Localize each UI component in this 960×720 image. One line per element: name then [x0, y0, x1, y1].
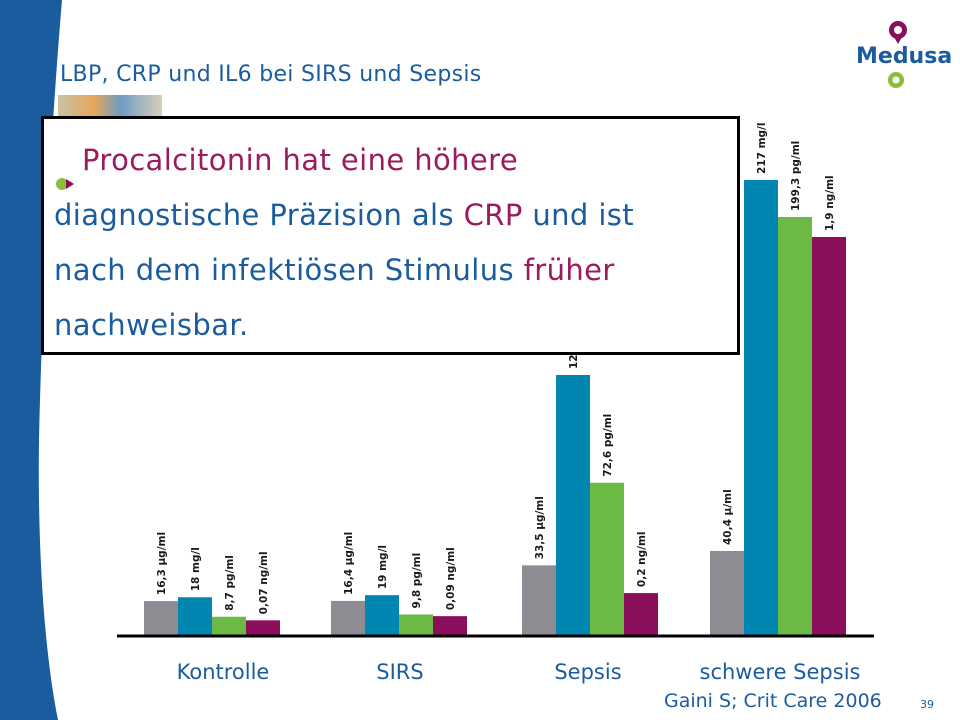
slide-title: LBP, CRP und IL6 bei SIRS und Sepsis	[60, 62, 482, 87]
data-label-s4-sirs: 0,09 ng/ml	[445, 547, 457, 610]
category-label-sirs: SIRS	[376, 660, 424, 684]
callout-frueher: früher	[523, 253, 615, 287]
callout-line-3: nach dem infektiösen Stimulus	[54, 253, 524, 287]
page-number: 39	[920, 698, 934, 711]
bar-s3-sepsis	[590, 482, 624, 635]
data-label-s4-kontrolle: 0,07 ng/ml	[258, 551, 270, 614]
data-label-s1-kontrolle: 16,3 µg/ml	[156, 532, 168, 595]
category-label-schwere-sepsis: schwere Sepsis	[699, 660, 861, 684]
bar-s1-kontrolle	[144, 601, 178, 635]
header-photo-strip	[58, 95, 162, 120]
callout-line-1: Procalcitonin hat eine höhere	[82, 143, 519, 177]
bar-s1-sirs	[331, 600, 365, 635]
logo-wordmark: Medusa	[856, 44, 953, 69]
data-label-s3-sirs: 9,8 pg/ml	[411, 553, 423, 609]
data-label-s1-schwere-sepsis: 40,4 µ/ml	[722, 489, 734, 545]
bar-s3-sirs	[399, 614, 433, 635]
bar-s2-kontrolle	[178, 597, 212, 635]
bar-s3-schwere-sepsis	[778, 217, 812, 635]
callout-line-4: nachweisbar.	[54, 308, 249, 342]
callout-box: Procalcitonin hat eine höhere diagnostis…	[41, 116, 740, 355]
callout-line-2b: und ist	[522, 198, 635, 232]
category-label-sepsis: Sepsis	[554, 660, 622, 684]
data-label-s1-sepsis: 33,5 µg/ml	[534, 496, 546, 559]
bullet-icon	[54, 155, 82, 190]
bar-s2-sirs	[365, 595, 399, 635]
bar-s2-schwere-sepsis	[744, 180, 778, 635]
bar-s2-sepsis	[556, 375, 590, 635]
bar-s3-kontrolle	[212, 616, 246, 635]
bar-s4-sirs	[433, 616, 467, 635]
bar-s1-schwere-sepsis	[710, 551, 744, 635]
bar-s4-schwere-sepsis	[812, 237, 846, 635]
data-label-s2-kontrolle: 18 mg/l	[190, 547, 202, 591]
bar-s4-kontrolle	[246, 620, 280, 635]
bar-s1-sepsis	[522, 565, 556, 635]
data-label-s2-schwere-sepsis: 217 mg/l	[756, 123, 768, 174]
callout-line-2: diagnostische Präzision als	[54, 198, 464, 232]
data-label-s3-sepsis: 72,6 pg/ml	[602, 414, 614, 477]
category-label-kontrolle: Kontrolle	[176, 660, 270, 684]
bar-s4-sepsis	[624, 593, 658, 635]
data-label-s4-schwere-sepsis: 1,9 ng/ml	[824, 175, 836, 231]
data-label-s3-kontrolle: 8,7 pg/ml	[224, 555, 236, 611]
data-label-s1-sirs: 16,4 µg/ml	[343, 532, 355, 595]
data-label-s2-sirs: 19 mg/l	[377, 545, 389, 589]
data-label-s4-sepsis: 0,2 ng/ml	[636, 531, 648, 587]
data-label-s3-schwere-sepsis: 199,3 pg/ml	[790, 141, 802, 211]
medusa-logo: Medusa	[856, 16, 953, 96]
source-citation: Gaini S; Crit Care 2006	[664, 690, 882, 712]
callout-crp: CRP	[463, 198, 523, 232]
